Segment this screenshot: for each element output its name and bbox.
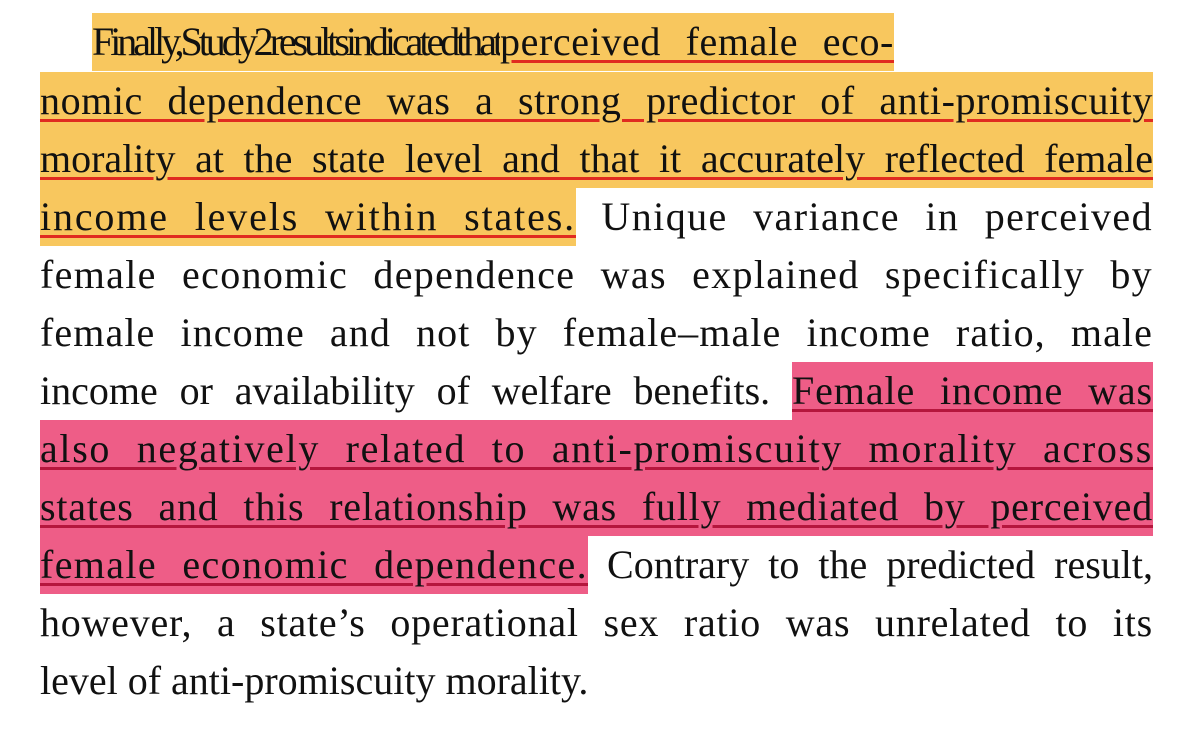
body-text: female economic dependence was explained… <box>40 252 1153 297</box>
text-line-5: female economic dependence was explained… <box>40 246 1153 304</box>
highlight-yellow-underlined: nomic dependence was a strong predictor … <box>40 72 1153 130</box>
highlight-pink-underlined: female economic dependence. <box>40 536 588 594</box>
body-text: Contrary to the predicted result, <box>588 542 1153 587</box>
highlight-pink-underlined: states and this relationship was fully m… <box>40 478 1153 536</box>
highlight-yellow-lead: Finally, Study 2 results indicated that <box>92 13 504 71</box>
highlight-yellow-underlined: morality at the state level and that it … <box>40 130 1153 188</box>
text-line-7: income or availability of welfare benefi… <box>40 362 1153 420</box>
body-text: level of anti-promiscuity morality. <box>40 658 589 703</box>
text-line-1: Finally, Study 2 results indicated that … <box>92 13 894 71</box>
text-line-12: level of anti-promiscuity morality. <box>40 652 588 710</box>
highlight-pink-underlined: Female income was <box>792 362 1153 420</box>
body-text: income or availability of welfare benefi… <box>40 368 792 413</box>
text-line-10: female economic dependence. Contrary to … <box>40 536 1153 594</box>
text-line-8: also negatively related to anti-promiscu… <box>40 420 1153 478</box>
text-line-9: states and this relationship was fully m… <box>40 478 1153 536</box>
text-line-11: however, a state’s operational sex ratio… <box>40 594 1153 652</box>
highlight-pink-underlined: also negatively related to anti-promiscu… <box>40 420 1153 478</box>
body-text: however, a state’s operational sex ratio… <box>40 600 1153 645</box>
highlight-yellow-underlined: perceived female eco- <box>500 13 894 71</box>
highlight-yellow-underlined: income levels within states. <box>40 188 576 246</box>
text-line-4: income levels within states. Unique vari… <box>40 188 1153 246</box>
text-line-2: nomic dependence was a strong predictor … <box>40 72 1153 130</box>
text-line-6: female income and not by female–male inc… <box>40 304 1153 362</box>
text-line-3: morality at the state level and that it … <box>40 130 1153 188</box>
body-text: female income and not by female–male inc… <box>40 310 1153 355</box>
body-text: Unique variance in perceived <box>576 194 1153 239</box>
